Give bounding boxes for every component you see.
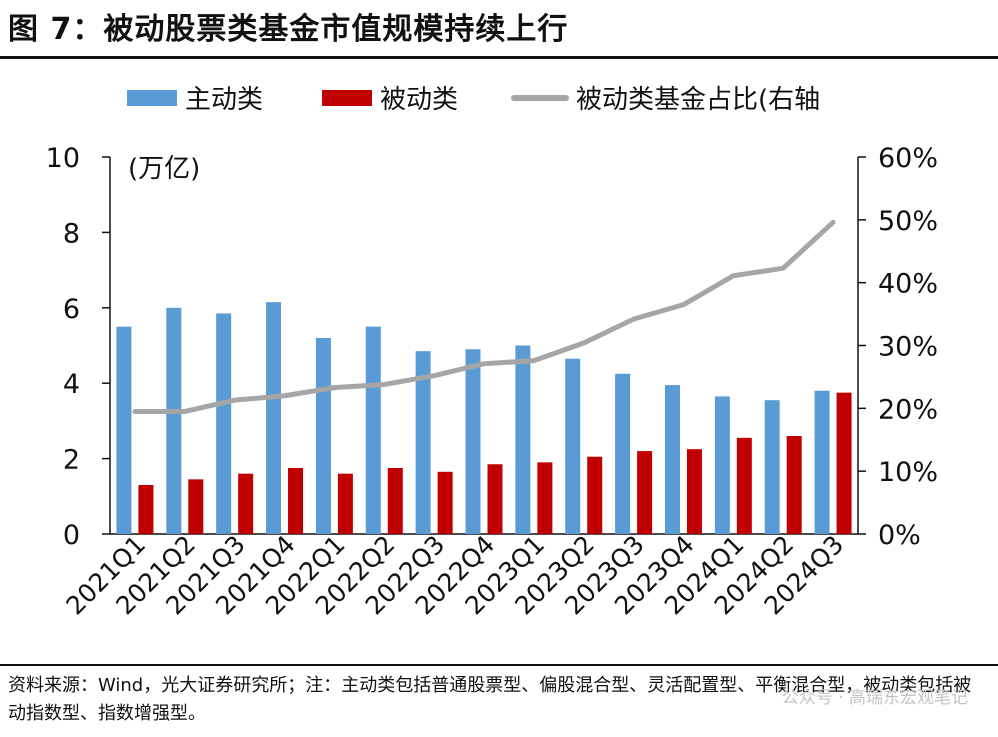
bar-active xyxy=(664,385,680,534)
y-axis-unit-label: (万亿) xyxy=(128,154,200,184)
bar-passive xyxy=(836,392,852,534)
bar-active xyxy=(266,302,282,534)
bar-active xyxy=(565,358,581,534)
watermark: 公众号 · 高瑞东宏观笔记 xyxy=(781,688,968,708)
bar-passive xyxy=(786,435,802,534)
legend-label: 被动类 xyxy=(380,85,458,115)
footer-rule xyxy=(0,664,998,666)
bar-active xyxy=(365,326,381,534)
share-point xyxy=(432,374,436,378)
share-point xyxy=(582,341,586,345)
bar-active xyxy=(764,400,780,534)
y-left-tick-label: 6 xyxy=(63,294,80,325)
legend: 主动类 被动类 被动类基金占比(右轴 xyxy=(127,85,820,115)
bar-passive xyxy=(637,451,653,534)
share-point xyxy=(781,266,785,270)
bar-passive xyxy=(337,473,353,534)
bar-active xyxy=(315,337,331,534)
share-point xyxy=(731,274,735,278)
share-point xyxy=(283,394,287,398)
chart: 主动类 被动类 被动类基金占比(右轴 (万亿) 0 2 4 6 8 10 0% 10% 20% 30%… xyxy=(46,85,938,621)
bar-active xyxy=(814,390,830,534)
y-right-tick-label: 0% xyxy=(878,520,921,551)
bar-passive xyxy=(587,456,603,534)
share-point xyxy=(532,359,536,363)
source-note: 资料来源：Wind，光大证券研究所；注：主动类包括普通股票型、偏股混合型、灵活配… xyxy=(8,675,972,724)
bar-passive xyxy=(138,484,154,534)
share-point xyxy=(632,317,636,321)
legend-label: 主动类 xyxy=(185,85,263,115)
bar-active xyxy=(714,396,730,534)
y-right-tick-label: 60% xyxy=(878,143,938,174)
bar-passive xyxy=(686,449,702,534)
bar-active xyxy=(166,307,182,534)
bar-passive xyxy=(387,468,403,534)
share-point xyxy=(382,382,386,386)
legend-swatch xyxy=(322,90,372,106)
title-rule xyxy=(0,56,998,59)
y-right-tick-label: 20% xyxy=(878,394,938,425)
bar-active xyxy=(515,345,531,534)
y-right-tick-label: 10% xyxy=(878,457,938,488)
bar-passive xyxy=(288,468,304,534)
figure-title: 图 7：被动股票类基金市值规模持续上行 xyxy=(8,12,569,47)
bars xyxy=(116,302,852,534)
share-point xyxy=(332,386,336,390)
bar-active xyxy=(415,351,431,534)
bar-passive xyxy=(537,462,553,534)
legend-swatch xyxy=(127,90,177,106)
share-point xyxy=(831,220,835,224)
y-left-tick-label: 0 xyxy=(63,520,80,551)
x-axis-labels: 2021Q12021Q22021Q32021Q42022Q12022Q22022… xyxy=(61,530,850,621)
axes: 0 2 4 6 8 10 0% 10% 20% 30% 40% 50% 60% xyxy=(46,143,938,551)
share-line-path xyxy=(132,219,836,414)
share-point xyxy=(183,409,187,413)
bar-passive xyxy=(736,437,752,534)
bar-active xyxy=(465,349,481,534)
bar-active xyxy=(615,373,631,534)
legend-label: 被动类基金占比(右轴 xyxy=(576,85,820,115)
bar-active xyxy=(216,313,232,534)
bar-active xyxy=(116,326,132,534)
share-point xyxy=(233,398,237,402)
share-point xyxy=(482,362,486,366)
bar-passive xyxy=(487,464,503,534)
y-left-tick-label: 2 xyxy=(63,445,80,476)
share-line xyxy=(132,219,836,414)
share-point xyxy=(133,409,137,413)
y-left-tick-label: 8 xyxy=(63,218,80,249)
bar-passive xyxy=(188,479,204,534)
bar-passive xyxy=(238,473,254,534)
y-right-tick-label: 50% xyxy=(878,206,938,237)
share-point xyxy=(681,303,685,307)
y-right-tick-label: 30% xyxy=(878,332,938,363)
y-left-tick-label: 10 xyxy=(46,143,80,174)
y-left-tick-label: 4 xyxy=(63,369,80,400)
bar-passive xyxy=(437,471,453,534)
y-right-tick-label: 40% xyxy=(878,269,938,300)
